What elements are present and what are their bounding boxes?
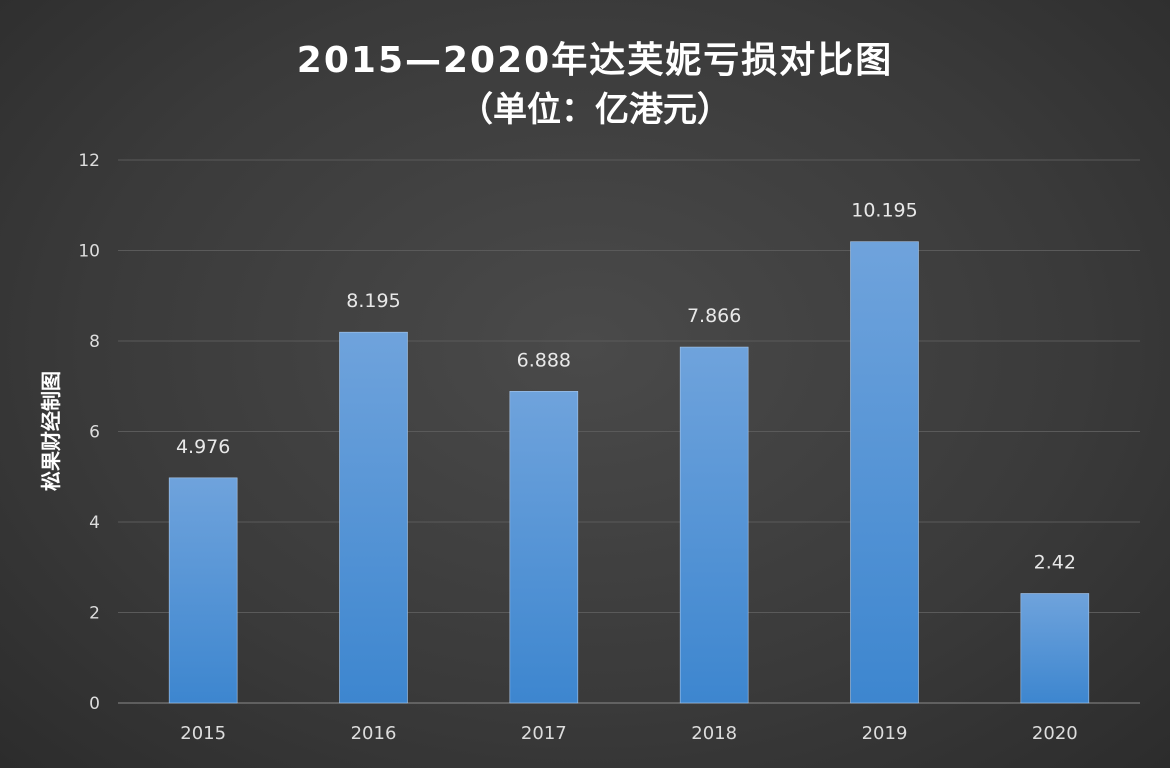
data-label: 4.976 — [176, 436, 230, 458]
data-label: 6.888 — [517, 349, 571, 371]
y-tick-label: 12 — [78, 151, 100, 171]
y-tick-label: 10 — [78, 242, 100, 262]
bar-2020 — [1020, 593, 1090, 704]
bar-2016 — [339, 331, 408, 704]
x-tick-label: 2020 — [1032, 723, 1078, 744]
bar-2018 — [679, 346, 749, 704]
x-tick-label: 2015 — [180, 723, 226, 744]
y-tick-label: 2 — [89, 604, 100, 624]
data-label: 8.195 — [346, 290, 400, 312]
data-label: 10.195 — [851, 200, 917, 222]
x-tick-label: 2019 — [862, 723, 908, 744]
data-label: 2.42 — [1034, 551, 1076, 573]
chart-title: 2015—2020年达芙妮亏损对比图 — [297, 40, 893, 81]
y-tick-label: 0 — [89, 694, 100, 714]
y-tick-label: 8 — [89, 332, 100, 352]
data-label: 7.866 — [687, 305, 741, 327]
bar-2019 — [850, 241, 919, 704]
bar-2015 — [168, 477, 238, 704]
y-axis-label: 松果财经制图 — [39, 371, 63, 491]
x-tick-label: 2016 — [351, 723, 397, 744]
x-tick-label: 2018 — [691, 723, 737, 744]
y-tick-label: 4 — [89, 513, 100, 533]
y-tick-label: 6 — [89, 423, 100, 443]
bar-2017 — [509, 391, 579, 704]
chart-subtitle: （单位：亿港元） — [459, 90, 731, 130]
x-tick-label: 2017 — [521, 723, 567, 744]
